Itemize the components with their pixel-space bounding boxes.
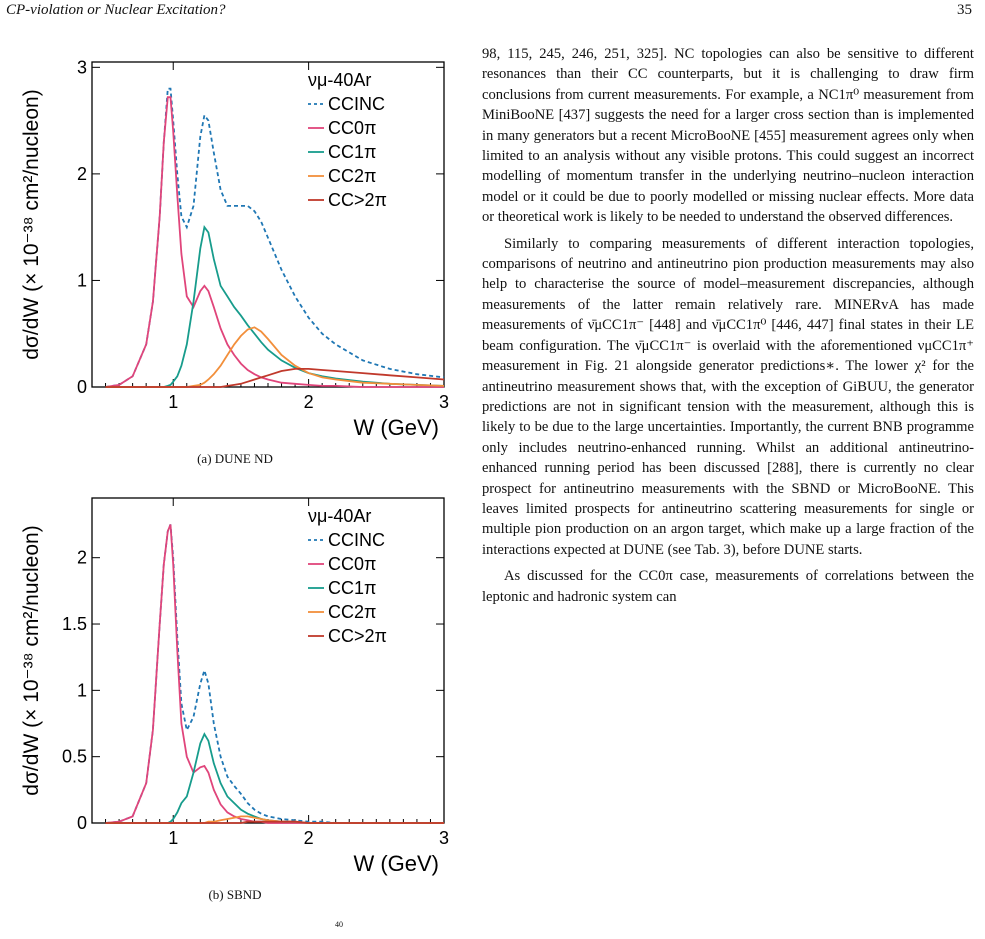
legend-label-4: CC>2π xyxy=(328,190,387,210)
legend-title: νμ-40Ar xyxy=(308,506,371,526)
series-line-2 xyxy=(105,732,444,824)
y-axis-label: dσ/dW (× 10⁻³⁸ cm²/nucleon) xyxy=(20,525,43,795)
legend-label-4: CC>2π xyxy=(328,626,387,646)
plot-frame xyxy=(91,497,445,824)
series-line-4 xyxy=(105,820,444,824)
y-tick-label: 0.5 xyxy=(62,747,87,767)
series-line-1 xyxy=(105,96,444,388)
legend-label-2: CC1π xyxy=(328,142,376,162)
y-tick-label: 2 xyxy=(77,164,87,184)
series-line-3 xyxy=(105,326,445,388)
y-tick-label: 0 xyxy=(77,377,87,397)
x-tick-label: 2 xyxy=(304,828,314,848)
legend-label-0: CCINC xyxy=(328,94,385,114)
y-tick-label: 1.5 xyxy=(62,614,87,634)
x-tick-label: 1 xyxy=(168,828,178,848)
x-axis-label: W (GeV) xyxy=(353,851,439,876)
x-tick-label: 3 xyxy=(439,828,449,848)
superscript-40: 40 xyxy=(335,920,343,929)
legend-label-1: CC0π xyxy=(328,118,376,138)
x-tick-label: 2 xyxy=(304,392,314,412)
x-axis-label: W (GeV) xyxy=(353,415,439,440)
figure-sbnd: 1 2 3 0 0.5 1 1.5 2 W (GeV) dσ/dW (× 10⁻³⁸ cm²/nu… xyxy=(0,478,470,878)
running-title: CP-violation or Nuclear Excitation? xyxy=(6,2,226,18)
y-tick-label: 1 xyxy=(77,680,87,700)
series-line-1 xyxy=(105,524,444,824)
y-tick-label: 3 xyxy=(77,57,87,77)
figure-caption-a: (a) DUNE ND xyxy=(197,451,273,466)
series-line-0 xyxy=(105,87,445,388)
y-tick-label: 0 xyxy=(77,813,87,833)
body-text-column: 98, 115, 245, 246, 251, 325]. NC topolog… xyxy=(482,44,974,607)
sbnd-chart: 1 2 3 0 0.5 1 1.5 2 W (GeV) dσ/dW (× 10⁻³⁸ cm²/nu… xyxy=(20,497,449,876)
paragraph-1: 98, 115, 245, 246, 251, 325]. NC topolog… xyxy=(482,46,974,226)
x-tick-label: 1 xyxy=(168,392,178,412)
page-header: CP-violation or Nuclear Excitation? 35 xyxy=(6,2,972,19)
y-axis-label: dσ/dW (× 10⁻³⁸ cm²/nucleon) xyxy=(20,89,43,359)
series-line-0 xyxy=(105,524,444,824)
paragraph-2: Similarly to comparing measurements of d… xyxy=(482,235,974,558)
legend-title: νμ-40Ar xyxy=(308,70,371,90)
legend-label-0: CCINC xyxy=(328,530,385,550)
legend-label-3: CC2π xyxy=(328,602,376,622)
figure-caption-b: (b) SBND xyxy=(208,887,262,902)
series-line-4 xyxy=(105,368,445,388)
y-tick-label: 1 xyxy=(77,270,87,290)
x-tick-label: 3 xyxy=(439,392,449,412)
paragraph-3: As discussed for the CC0π case, measurem… xyxy=(482,568,974,605)
y-tick-label: 2 xyxy=(77,548,87,568)
legend-label-2: CC1π xyxy=(328,578,376,598)
legend-label-1: CC0π xyxy=(328,554,376,574)
page-number: 35 xyxy=(957,2,972,18)
legend-label-3: CC2π xyxy=(328,166,376,186)
